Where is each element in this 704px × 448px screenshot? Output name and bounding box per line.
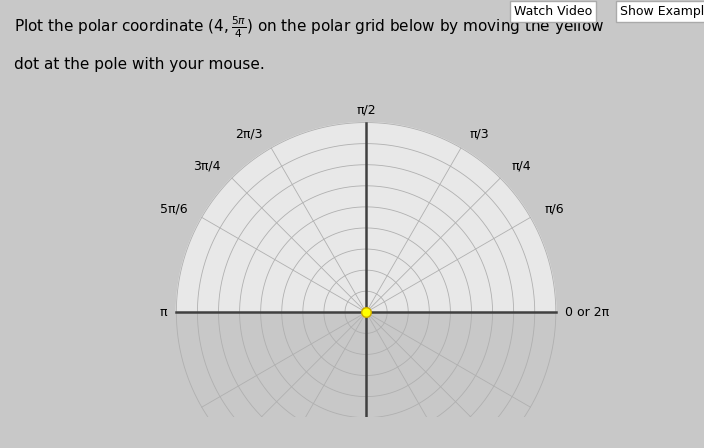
Polygon shape [176, 123, 556, 312]
Text: π/3: π/3 [470, 127, 489, 140]
Text: π/4: π/4 [512, 160, 532, 173]
Text: π/6: π/6 [545, 202, 565, 215]
Text: Show Examples: Show Examples [620, 5, 704, 18]
Text: Plot the polar coordinate $(4, \frac{5\pi}{4})$ on the polar grid below by movin: Plot the polar coordinate $(4, \frac{5\p… [14, 15, 604, 40]
Text: 0 or 2π: 0 or 2π [565, 306, 610, 319]
Text: π: π [159, 306, 167, 319]
Text: Watch Video: Watch Video [514, 5, 592, 18]
Text: dot at the pole with your mouse.: dot at the pole with your mouse. [14, 57, 265, 72]
Text: 2π/3: 2π/3 [235, 127, 263, 140]
Text: 3π/4: 3π/4 [193, 160, 220, 173]
Text: π/2: π/2 [356, 104, 376, 117]
Text: 5π/6: 5π/6 [160, 202, 187, 215]
